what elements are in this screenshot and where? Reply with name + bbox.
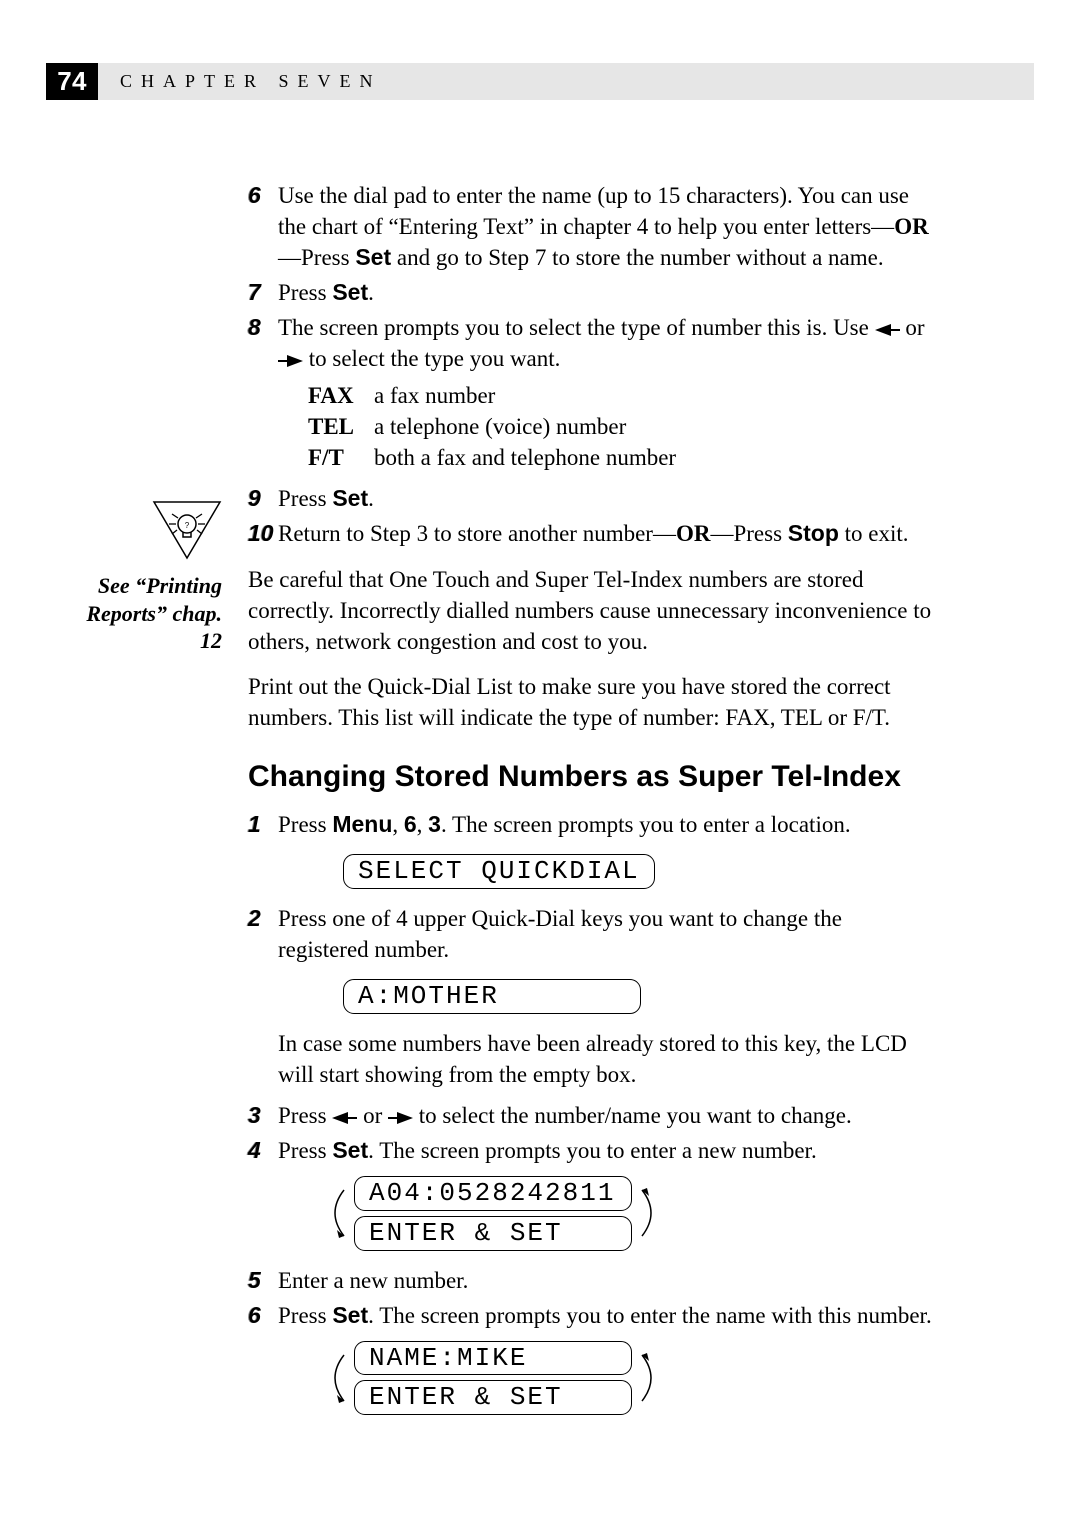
step-6: 6 Use the dial pad to enter the name (up… bbox=[248, 180, 936, 273]
step-text: Press Set. bbox=[278, 277, 936, 308]
svg-text:?: ? bbox=[185, 521, 190, 530]
number-type-table: FAXa fax number TELa telephone (voice) n… bbox=[308, 380, 936, 473]
step-number: 10 bbox=[248, 518, 278, 549]
step-text: Use the dial pad to enter the name (up t… bbox=[278, 180, 936, 273]
step-10: 10 Return to Step 3 to store another num… bbox=[248, 518, 936, 549]
lcd-display: SELECT QUICKDIAL bbox=[343, 854, 655, 889]
step-text: Press or to select the number/name you w… bbox=[278, 1100, 936, 1131]
lcd-cycle: A04:0528242811 ENTER & SET bbox=[322, 1176, 936, 1251]
step-number: 7 bbox=[248, 277, 278, 308]
step-text: Press Set. bbox=[278, 483, 936, 514]
type-val-ft: both a fax and telephone number bbox=[374, 442, 676, 473]
warning-paragraph-2: Print out the Quick-Dial List to make su… bbox=[248, 671, 936, 733]
step-text: Press Set. The screen prompts you to ent… bbox=[278, 1135, 936, 1166]
page-number: 74 bbox=[46, 63, 98, 100]
lcd-display: A:MOTHER bbox=[343, 979, 641, 1014]
step-text: Press one of 4 upper Quick-Dial keys you… bbox=[278, 903, 936, 965]
step-number: 2 bbox=[248, 903, 278, 965]
step-text: Press Set. The screen prompts you to ent… bbox=[278, 1300, 936, 1331]
step-text: The screen prompts you to select the typ… bbox=[278, 312, 936, 479]
lcd-display: NAME:MIKE bbox=[354, 1341, 632, 1376]
step-number: 6 bbox=[248, 180, 278, 273]
step-b3: 3 Press or to select the number/name you… bbox=[248, 1100, 936, 1131]
step-8: 8 The screen prompts you to select the t… bbox=[248, 312, 936, 479]
lcd-cycle: NAME:MIKE ENTER & SET bbox=[322, 1341, 936, 1416]
margin-note-text: See “Printing Reports” chap. 12 bbox=[82, 572, 222, 655]
step-text: Press Menu, 6, 3. The screen prompts you… bbox=[278, 809, 936, 840]
main-content: 6 Use the dial pad to enter the name (up… bbox=[248, 180, 936, 1429]
step-b1: 1 Press Menu, 6, 3. The screen prompts y… bbox=[248, 809, 936, 840]
step-number: 4 bbox=[248, 1135, 278, 1166]
step-text: Return to Step 3 to store another number… bbox=[278, 518, 936, 549]
warning-paragraph-1: Be careful that One Touch and Super Tel-… bbox=[248, 564, 936, 657]
step-b5: 5 Enter a new number. bbox=[248, 1265, 936, 1296]
type-key-fax: FAX bbox=[308, 380, 374, 411]
step-9: 9 Press Set. bbox=[248, 483, 936, 514]
type-val-fax: a fax number bbox=[374, 380, 495, 411]
lcd-display: A04:0528242811 bbox=[354, 1176, 632, 1211]
cycle-arrow-left-icon bbox=[322, 1176, 350, 1250]
step-number: 5 bbox=[248, 1265, 278, 1296]
step-number: 3 bbox=[248, 1100, 278, 1131]
cycle-arrow-right-icon bbox=[636, 1341, 664, 1415]
lcd-display: ENTER & SET bbox=[354, 1380, 632, 1415]
arrow-right-icon bbox=[287, 355, 303, 367]
type-val-tel: a telephone (voice) number bbox=[374, 411, 626, 442]
step-number: 9 bbox=[248, 483, 278, 514]
step-b6: 6 Press Set. The screen prompts you to e… bbox=[248, 1300, 936, 1331]
step-number: 6 bbox=[248, 1300, 278, 1331]
step-b4: 4 Press Set. The screen prompts you to e… bbox=[248, 1135, 936, 1166]
arrow-left-icon bbox=[332, 1112, 348, 1124]
cycle-arrow-left-icon bbox=[322, 1341, 350, 1415]
arrow-right-icon bbox=[397, 1112, 413, 1124]
step-b2: 2 Press one of 4 upper Quick-Dial keys y… bbox=[248, 903, 936, 965]
page-header: 74 CHAPTER SEVEN bbox=[46, 63, 1034, 100]
lcd-display: ENTER & SET bbox=[354, 1216, 632, 1251]
arrow-left-icon bbox=[875, 324, 891, 336]
section-heading: Changing Stored Numbers as Super Tel-Ind… bbox=[248, 757, 936, 798]
step-number: 1 bbox=[248, 809, 278, 840]
type-key-ft: F/T bbox=[308, 442, 374, 473]
lightbulb-icon: ? bbox=[152, 500, 222, 560]
step-text: Enter a new number. bbox=[278, 1265, 936, 1296]
type-key-tel: TEL bbox=[308, 411, 374, 442]
step-b2-note: In case some numbers have been already s… bbox=[278, 1028, 936, 1090]
step-7: 7 Press Set. bbox=[248, 277, 936, 308]
margin-note: ? See “Printing Reports” chap. 12 bbox=[82, 500, 222, 655]
cycle-arrow-right-icon bbox=[636, 1176, 664, 1250]
chapter-label: CHAPTER SEVEN bbox=[120, 69, 382, 93]
step-number: 8 bbox=[248, 312, 278, 479]
